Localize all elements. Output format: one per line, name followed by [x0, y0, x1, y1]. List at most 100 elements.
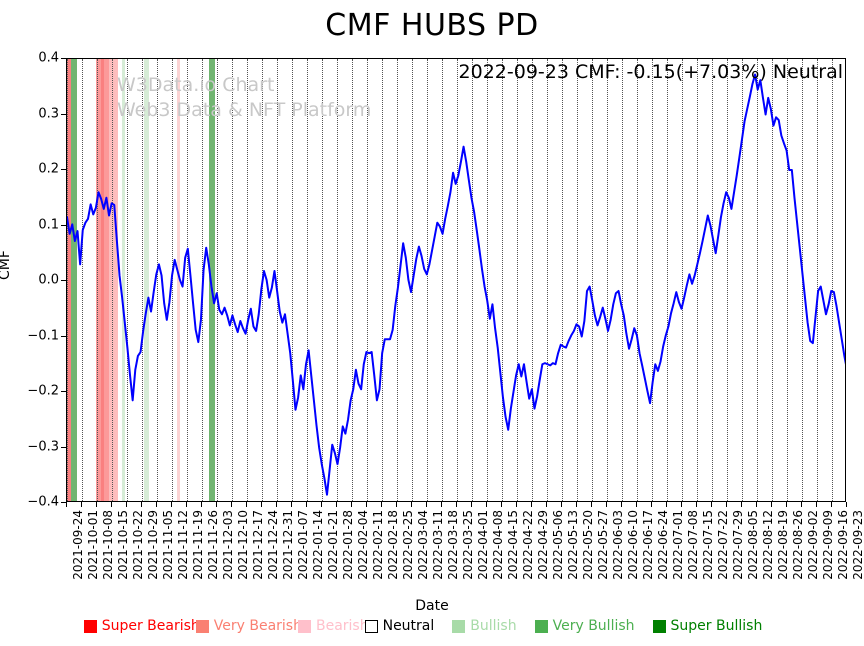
x-tick-mark: [651, 502, 652, 507]
x-tick-mark: [351, 502, 352, 507]
y-tick-label: 0.4: [38, 50, 59, 66]
signal-band: [67, 59, 72, 501]
gridline: [112, 59, 113, 501]
legend-entry[interactable]: Very Bearish: [195, 618, 302, 634]
x-tick-label: 2022-01-21: [326, 510, 340, 580]
x-tick-mark: [756, 502, 757, 507]
x-tick-label: 2021-10-15: [116, 510, 130, 580]
x-tick-mark: [261, 502, 262, 507]
y-tick-label: −0.4: [27, 494, 59, 510]
gridline: [682, 59, 683, 501]
x-tick-label: 2022-05-06: [551, 510, 565, 580]
gridline: [307, 59, 308, 501]
x-tick-label: 2022-07-08: [686, 510, 700, 580]
x-tick-label: 2022-04-15: [506, 510, 520, 580]
gridline: [472, 59, 473, 501]
x-tick-mark: [846, 502, 847, 507]
x-tick-mark: [126, 502, 127, 507]
legend-swatch-icon: [195, 619, 209, 633]
x-tick-mark: [801, 502, 802, 507]
x-tick-mark: [291, 502, 292, 507]
x-tick-label: 2022-07-29: [731, 510, 745, 580]
x-tick-label: 2021-12-03: [221, 510, 235, 580]
legend-label: Bearish: [315, 618, 369, 634]
gridline: [562, 59, 563, 501]
gridline: [217, 59, 218, 501]
plot-area: W3Data.io Chart Web3 Data & NFT Platform …: [66, 58, 846, 502]
gridline: [712, 59, 713, 501]
x-tick-label: 2022-03-11: [431, 510, 445, 580]
gridline: [607, 59, 608, 501]
y-tick-label: 0.3: [38, 106, 59, 121]
cmf-polyline: [67, 73, 845, 496]
x-tick-mark: [141, 502, 142, 507]
x-tick-mark: [441, 502, 442, 507]
gridline: [622, 59, 623, 501]
x-tick-label: 2022-09-16: [836, 510, 850, 580]
x-tick-mark: [216, 502, 217, 507]
x-tick-label: 2021-10-22: [131, 510, 145, 580]
x-tick-label: 2022-04-22: [521, 510, 535, 580]
x-tick-mark: [516, 502, 517, 507]
x-tick-mark: [816, 502, 817, 507]
legend-swatch-icon: [452, 619, 466, 633]
x-tick-label: 2021-09-24: [71, 510, 85, 580]
x-tick-mark: [786, 502, 787, 507]
legend-entry[interactable]: Super Bearish: [83, 618, 200, 634]
x-tick-label: 2022-06-03: [611, 510, 625, 580]
y-tick-mark: [61, 335, 66, 337]
x-tick-label: 2021-12-24: [266, 510, 280, 580]
x-tick-label: 2021-10-01: [86, 510, 100, 580]
gridline: [277, 59, 278, 501]
x-tick-mark: [231, 502, 232, 507]
gridline: [127, 59, 128, 501]
x-tick-label: 2022-04-29: [536, 510, 550, 580]
legend-entry[interactable]: Neutral: [364, 618, 435, 634]
x-tick-mark: [396, 502, 397, 507]
legend-entry[interactable]: Bearish: [297, 618, 369, 634]
x-tick-label: 2022-08-19: [776, 510, 790, 580]
x-tick-mark: [726, 502, 727, 507]
y-tick-label: −0.2: [27, 383, 59, 399]
x-tick-mark: [156, 502, 157, 507]
x-tick-mark: [561, 502, 562, 507]
x-tick-mark: [591, 502, 592, 507]
x-tick-mark: [831, 502, 832, 507]
x-tick-label: 2022-05-27: [596, 510, 610, 580]
legend-swatch-icon: [297, 619, 311, 633]
legend-entry[interactable]: Very Bullish: [534, 618, 635, 634]
x-tick-label: 2022-05-13: [566, 510, 580, 580]
x-tick-label: 2022-03-25: [461, 510, 475, 580]
x-tick-mark: [501, 502, 502, 507]
x-tick-label: 2022-05-20: [581, 510, 595, 580]
legend-label: Very Bullish: [552, 618, 635, 634]
legend-label: Bullish: [470, 618, 517, 634]
x-tick-label: 2022-02-25: [401, 510, 415, 580]
legend-entry[interactable]: Bullish: [452, 618, 517, 634]
gridline: [577, 59, 578, 501]
x-tick-label: 2021-11-19: [191, 510, 205, 580]
gridline: [157, 59, 158, 501]
gridline: [67, 59, 68, 501]
legend-swatch-icon: [364, 619, 378, 633]
gridline: [367, 59, 368, 501]
legend-label: Super Bullish: [670, 618, 763, 634]
x-tick-label: 2022-02-11: [371, 510, 385, 580]
y-axis-label: CMF: [0, 250, 13, 280]
cmf-line-series: [67, 73, 845, 496]
y-tick-label: −0.1: [27, 328, 59, 343]
x-tick-label: 2021-12-31: [281, 510, 295, 580]
x-tick-mark: [666, 502, 667, 507]
gridline: [697, 59, 698, 501]
x-tick-mark: [486, 502, 487, 507]
gridline: [457, 59, 458, 501]
x-tick-label: 2022-02-04: [356, 510, 370, 580]
x-tick-mark: [681, 502, 682, 507]
x-tick-label: 2022-08-12: [761, 510, 775, 580]
y-tick-label: 0.0: [38, 272, 59, 288]
legend-label: Neutral: [382, 618, 435, 634]
legend-entry[interactable]: Super Bullish: [652, 618, 763, 634]
x-tick-label: 2022-08-05: [746, 510, 760, 580]
gridline: [592, 59, 593, 501]
y-tick-label: −0.3: [27, 439, 59, 454]
